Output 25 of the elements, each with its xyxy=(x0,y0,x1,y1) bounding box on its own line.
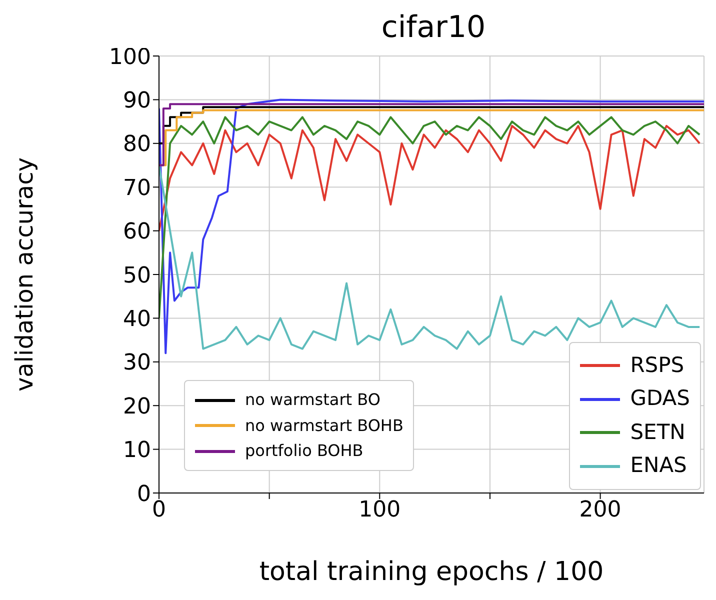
x-tick-label: 200 xyxy=(579,498,622,523)
y-tick-label: 10 xyxy=(123,438,151,464)
y-tick-label: 60 xyxy=(123,220,151,245)
legend-label: no warmstart BO xyxy=(245,389,380,412)
y-tick-label: 30 xyxy=(123,350,151,376)
legend-label: GDAS xyxy=(630,385,690,412)
y-axis-title: validation accuracy xyxy=(10,157,39,392)
legend-label: no warmstart BOHB xyxy=(245,414,404,437)
line-series xyxy=(159,124,701,232)
y-tick-label: 0 xyxy=(137,482,151,507)
y-tick-label: 40 xyxy=(123,307,151,332)
x-axis-title: total training epochs / 100 xyxy=(259,557,604,587)
y-tick-label: 70 xyxy=(123,176,151,201)
x-tick-label: 100 xyxy=(358,498,401,523)
legend-label: portfolio BOHB xyxy=(245,440,364,462)
y-tick-label: 80 xyxy=(123,132,151,158)
line-series xyxy=(159,116,701,320)
chart-title: cifar10 xyxy=(380,9,487,47)
y-tick-label: 50 xyxy=(123,263,151,288)
line-series xyxy=(159,164,701,350)
legend-label: SETN xyxy=(630,418,686,446)
legend-label: RSPS xyxy=(630,352,684,379)
legend-label: ENAS xyxy=(630,452,687,480)
y-tick-label: 20 xyxy=(123,394,151,420)
y-tick-label: 90 xyxy=(123,88,151,114)
